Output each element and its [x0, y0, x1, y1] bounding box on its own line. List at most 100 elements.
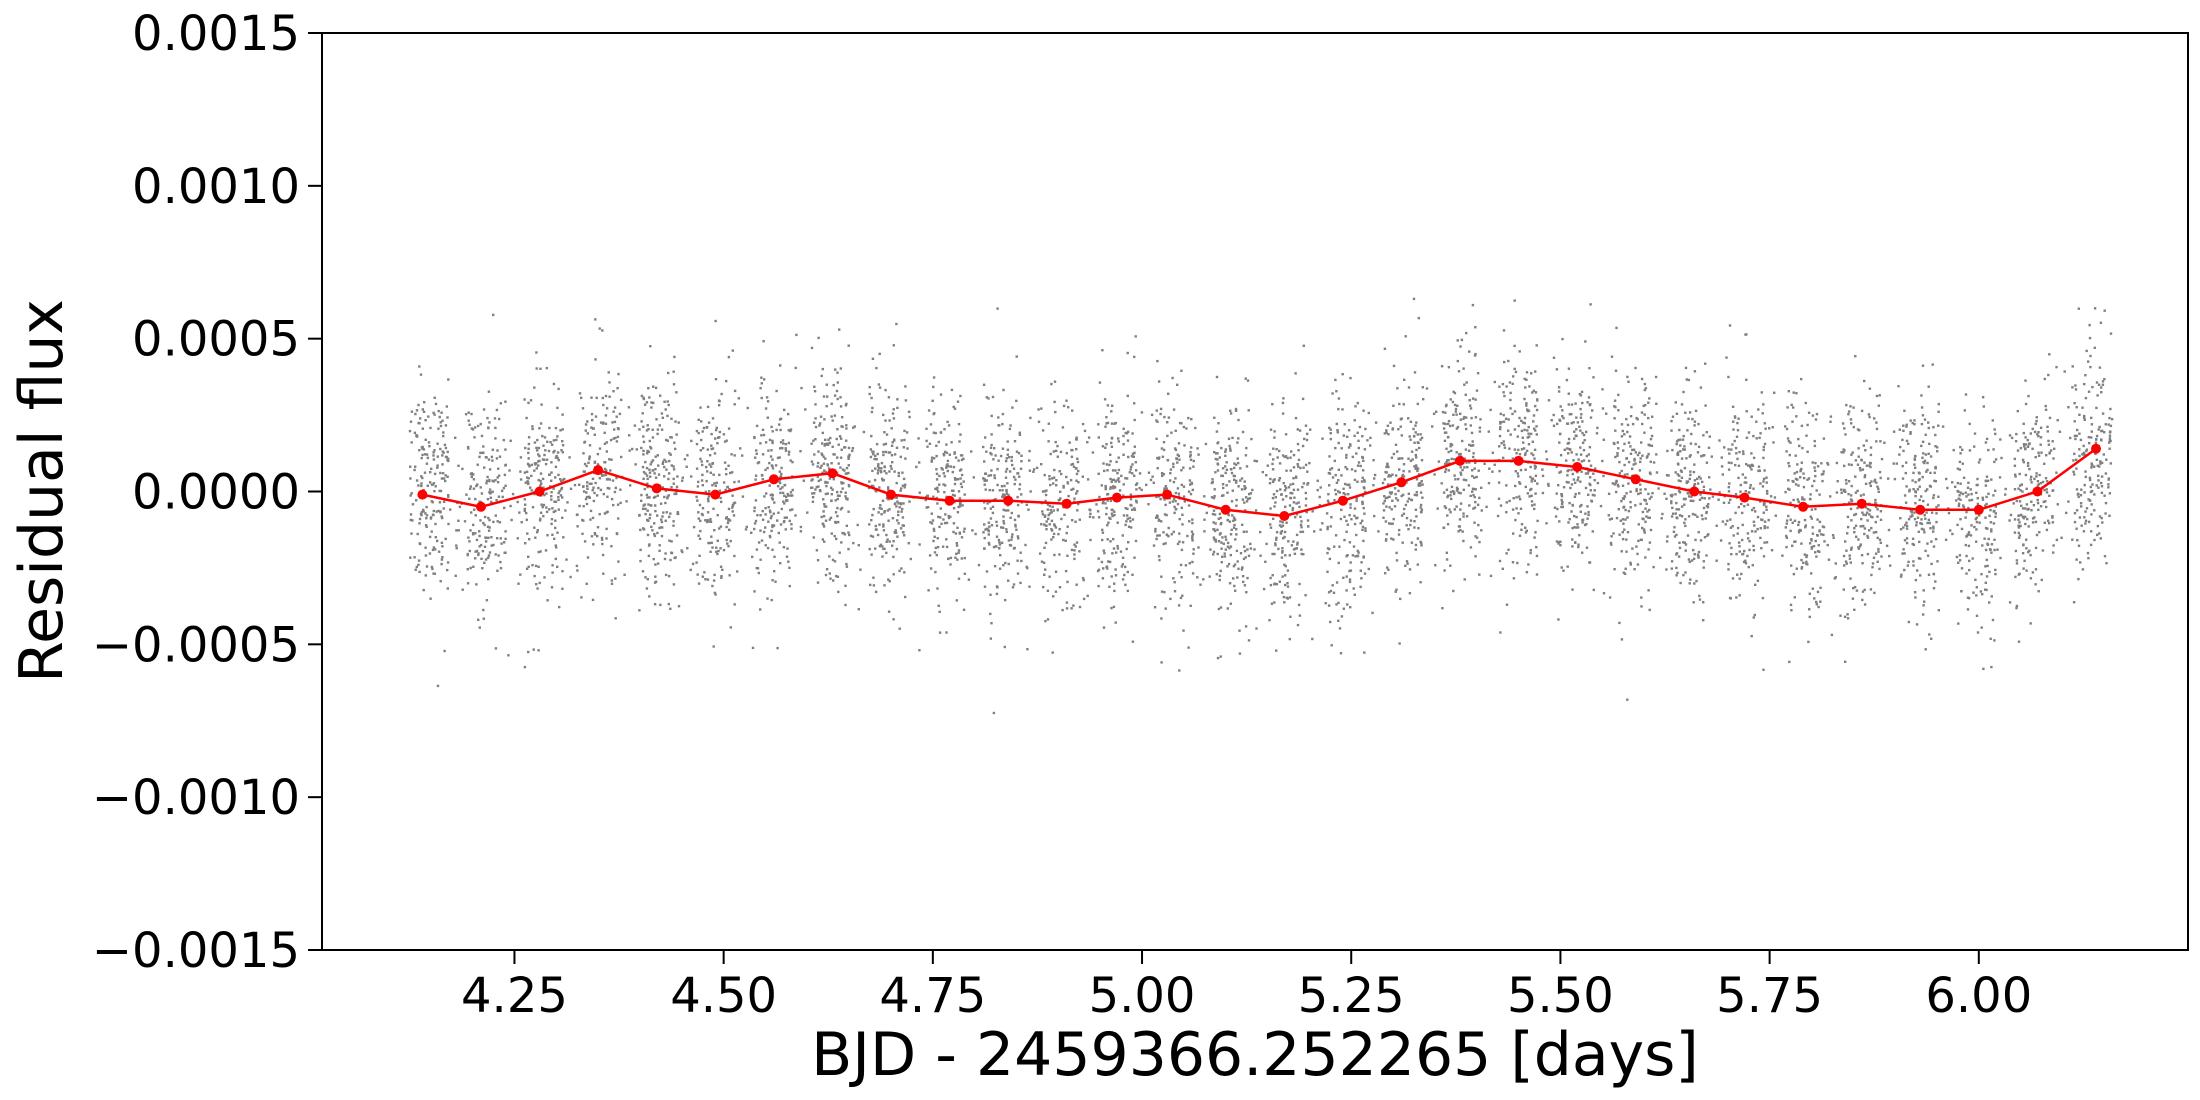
- raw-point: [519, 470, 522, 473]
- raw-point: [1835, 461, 1839, 465]
- raw-point: [644, 507, 647, 511]
- raw-point: [783, 494, 786, 497]
- raw-point: [2017, 536, 2021, 539]
- raw-point: [1405, 481, 1408, 484]
- raw-point: [1078, 550, 1081, 553]
- raw-point: [822, 510, 825, 513]
- raw-point: [1112, 487, 1115, 490]
- raw-point: [1401, 475, 1404, 478]
- raw-point: [1300, 520, 1303, 523]
- raw-point: [2031, 427, 2034, 431]
- raw-point: [1790, 564, 1793, 567]
- raw-point: [2037, 451, 2040, 454]
- raw-point: [2084, 374, 2087, 377]
- raw-point: [1648, 508, 1651, 512]
- raw-point: [1876, 485, 1879, 488]
- raw-point: [654, 563, 657, 566]
- raw-point: [1566, 565, 1569, 568]
- raw-point: [536, 529, 539, 532]
- raw-point: [1904, 523, 1907, 527]
- raw-point: [426, 484, 429, 487]
- raw-point: [1049, 483, 1052, 487]
- raw-point: [669, 558, 672, 562]
- raw-point: [1718, 491, 1721, 494]
- raw-point: [784, 528, 787, 531]
- raw-point: [938, 483, 941, 486]
- raw-point: [661, 486, 664, 489]
- raw-point: [2044, 500, 2047, 503]
- raw-point: [1213, 451, 1216, 454]
- raw-point: [1092, 516, 1095, 519]
- raw-point: [1122, 443, 1125, 446]
- raw-point: [1819, 586, 1822, 589]
- raw-point: [1846, 613, 1849, 616]
- raw-point: [1765, 489, 1769, 493]
- raw-point: [1444, 411, 1447, 414]
- raw-point: [788, 584, 791, 588]
- raw-point: [1180, 369, 1183, 372]
- raw-point: [1106, 524, 1109, 527]
- raw-point: [963, 572, 966, 575]
- raw-point: [1905, 527, 1909, 530]
- raw-point: [635, 448, 638, 451]
- raw-point: [585, 582, 588, 585]
- raw-point: [492, 543, 495, 547]
- raw-point: [597, 486, 600, 490]
- raw-point: [1984, 581, 1987, 584]
- raw-point: [596, 452, 600, 456]
- raw-point: [1391, 499, 1394, 502]
- raw-point: [1449, 424, 1452, 428]
- raw-point: [1214, 457, 1217, 461]
- raw-point: [2095, 434, 2099, 438]
- raw-point: [1446, 523, 1450, 526]
- raw-point: [984, 488, 987, 491]
- raw-point: [1357, 461, 1361, 464]
- raw-point: [949, 465, 953, 468]
- raw-point: [615, 532, 619, 536]
- raw-point: [1794, 477, 1798, 481]
- raw-point: [544, 462, 548, 466]
- raw-point: [1534, 391, 1538, 394]
- raw-point: [1530, 504, 1534, 507]
- raw-point: [1454, 478, 1457, 481]
- raw-point: [487, 516, 490, 520]
- raw-point: [1226, 491, 1229, 494]
- raw-point: [535, 446, 538, 450]
- raw-point: [1005, 490, 1008, 493]
- raw-point: [1698, 475, 1701, 479]
- raw-point: [1436, 507, 1439, 510]
- raw-point: [1988, 570, 1991, 574]
- raw-point: [1349, 606, 1352, 609]
- raw-point: [1285, 596, 1288, 599]
- raw-point: [1993, 509, 1996, 513]
- raw-point: [1941, 425, 1945, 428]
- raw-point: [1476, 503, 1480, 506]
- raw-point: [417, 421, 420, 425]
- raw-point: [1640, 441, 1643, 444]
- raw-point: [1156, 467, 1159, 470]
- raw-point: [2079, 438, 2083, 442]
- raw-point: [1458, 453, 1461, 456]
- raw-point: [1236, 576, 1239, 579]
- raw-point: [1007, 562, 1010, 566]
- raw-point: [1218, 512, 1222, 516]
- raw-point: [731, 471, 734, 474]
- raw-point: [1007, 509, 1010, 512]
- raw-point: [469, 529, 472, 532]
- raw-point: [1417, 473, 1421, 476]
- raw-point: [663, 495, 666, 499]
- raw-point: [897, 502, 900, 505]
- raw-point: [794, 366, 797, 370]
- raw-point: [764, 526, 767, 529]
- raw-point: [2108, 437, 2112, 440]
- raw-point: [1673, 526, 1676, 529]
- raw-point: [1500, 442, 1503, 445]
- raw-point: [480, 434, 484, 438]
- raw-point: [804, 408, 807, 411]
- raw-point: [1863, 527, 1867, 530]
- raw-point: [1679, 450, 1682, 453]
- raw-point: [2018, 514, 2021, 517]
- raw-point: [828, 477, 832, 480]
- raw-point: [1286, 456, 1289, 460]
- raw-point: [481, 451, 484, 455]
